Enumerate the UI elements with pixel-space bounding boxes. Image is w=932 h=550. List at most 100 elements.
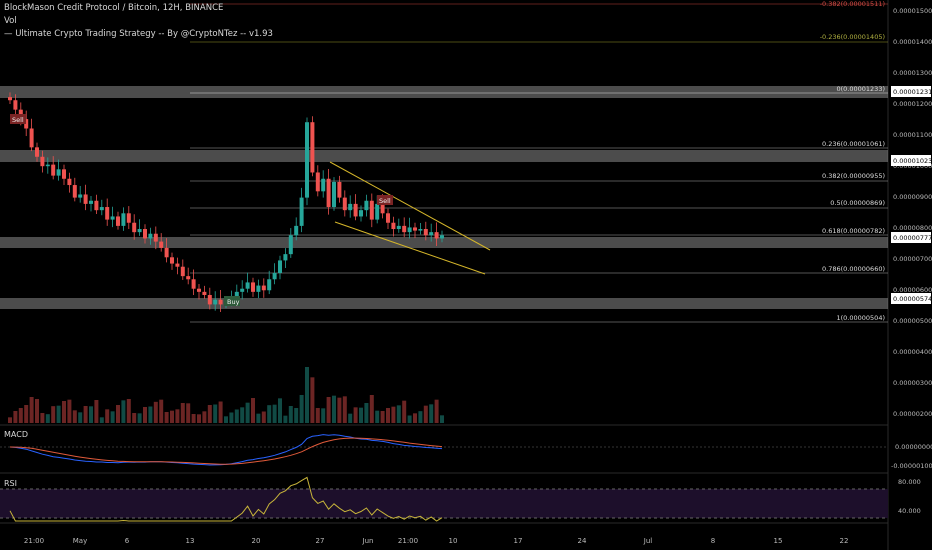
candle (191, 279, 196, 289)
volume-bar (240, 407, 245, 423)
price-tick-label: 0.00000300 (893, 379, 932, 387)
signal-label: Sell (379, 197, 391, 205)
candle (288, 235, 293, 255)
candle (348, 203, 353, 211)
time-tick-label: 22 (840, 537, 849, 545)
rsi-pane (0, 476, 888, 522)
candle (197, 288, 201, 292)
strategy-label: — Ultimate Crypto Trading Strategy -- By… (4, 29, 273, 39)
candle (283, 254, 288, 261)
volume-bar (332, 395, 336, 423)
volume-bar (213, 404, 218, 423)
volume-bar (391, 406, 396, 423)
volume-bar (380, 411, 385, 423)
time-tick-label: 21:00 (398, 537, 418, 545)
volume-bar (180, 403, 185, 423)
volume-bar (175, 409, 180, 423)
volume-bar (78, 412, 83, 423)
time-tick-label: 20 (252, 537, 261, 545)
buy-signal (224, 296, 240, 306)
candle (391, 222, 396, 230)
candle (105, 207, 110, 220)
volume-bars (8, 367, 444, 423)
volume-bar (126, 399, 131, 423)
volume-bar (245, 402, 250, 423)
candle (342, 197, 347, 211)
volume-bar (310, 377, 315, 423)
volume-bar (35, 399, 39, 423)
candle (256, 285, 261, 292)
rsi-line (9, 476, 443, 522)
price-tag (891, 232, 931, 243)
rsi-label: RSI (4, 479, 17, 488)
candle (337, 181, 342, 198)
candle (267, 279, 272, 291)
rsi-axis-label: 80.000 (898, 478, 921, 486)
candle (423, 229, 428, 236)
volume-bar (251, 398, 255, 423)
candle (62, 169, 66, 179)
time-tick-label: Jun (362, 537, 374, 545)
volume-bar (267, 405, 272, 423)
candle (121, 213, 126, 226)
volume-bar (348, 413, 353, 423)
volume-bar (29, 397, 34, 423)
price-tag-label: 0.00000574 (893, 295, 932, 303)
candle (35, 147, 39, 157)
volume-bar (305, 367, 309, 423)
fib-label: 1(0.00000504) (837, 314, 886, 322)
price-tag (891, 293, 931, 304)
macd-signal-line (9, 437, 443, 465)
volume-bar (337, 397, 342, 423)
candle (369, 200, 374, 220)
macd-pane (0, 434, 888, 466)
candle (305, 122, 309, 198)
volume-bar (418, 411, 423, 423)
time-tick-label: 13 (186, 537, 195, 545)
volume-bar (434, 399, 439, 423)
price-tick-label: 0.00000200 (893, 410, 932, 418)
resistance-zone (0, 150, 888, 162)
candle (72, 185, 77, 198)
fibonacci-lines (190, 3, 888, 323)
candle (299, 197, 304, 226)
candle (434, 232, 439, 239)
volume-bar (440, 415, 444, 423)
volume-bar (359, 407, 363, 423)
volume-bar (164, 412, 169, 423)
candle (116, 216, 120, 226)
volume-bar (261, 411, 266, 423)
candle (186, 276, 191, 280)
volume-bar (40, 413, 45, 423)
time-tick-label: 17 (514, 537, 523, 545)
signal-label: Sell (12, 116, 24, 124)
volume-bar (153, 401, 158, 423)
volume-bar (256, 413, 261, 423)
candle (40, 156, 45, 167)
candle (332, 181, 336, 208)
price-tick-label: 0.00000600 (893, 286, 932, 294)
volume-bar (191, 414, 196, 423)
time-tick-label: May (73, 537, 87, 545)
candle (132, 222, 137, 233)
fib-label: 0.618(0.00000782) (822, 227, 885, 235)
price-tag (891, 155, 931, 166)
candle (29, 128, 34, 148)
volume-bar (132, 413, 137, 423)
candle (126, 213, 131, 223)
volume-bar (105, 409, 110, 423)
candle (207, 294, 212, 305)
candle (407, 227, 412, 233)
volume-bar (386, 408, 390, 423)
macd-axis-label: 0.00000000 (895, 443, 932, 451)
candle (137, 229, 142, 233)
candle (13, 100, 18, 110)
volume-bar (396, 405, 401, 423)
candle (310, 122, 315, 173)
price-axis: 0.00001500 0.00001400 0.00001300 0.00001200… (893, 7, 932, 418)
candle (45, 164, 50, 167)
price-tick-label: 0.00001500 (893, 7, 932, 15)
volume-bar (110, 411, 115, 423)
candle (56, 169, 61, 176)
